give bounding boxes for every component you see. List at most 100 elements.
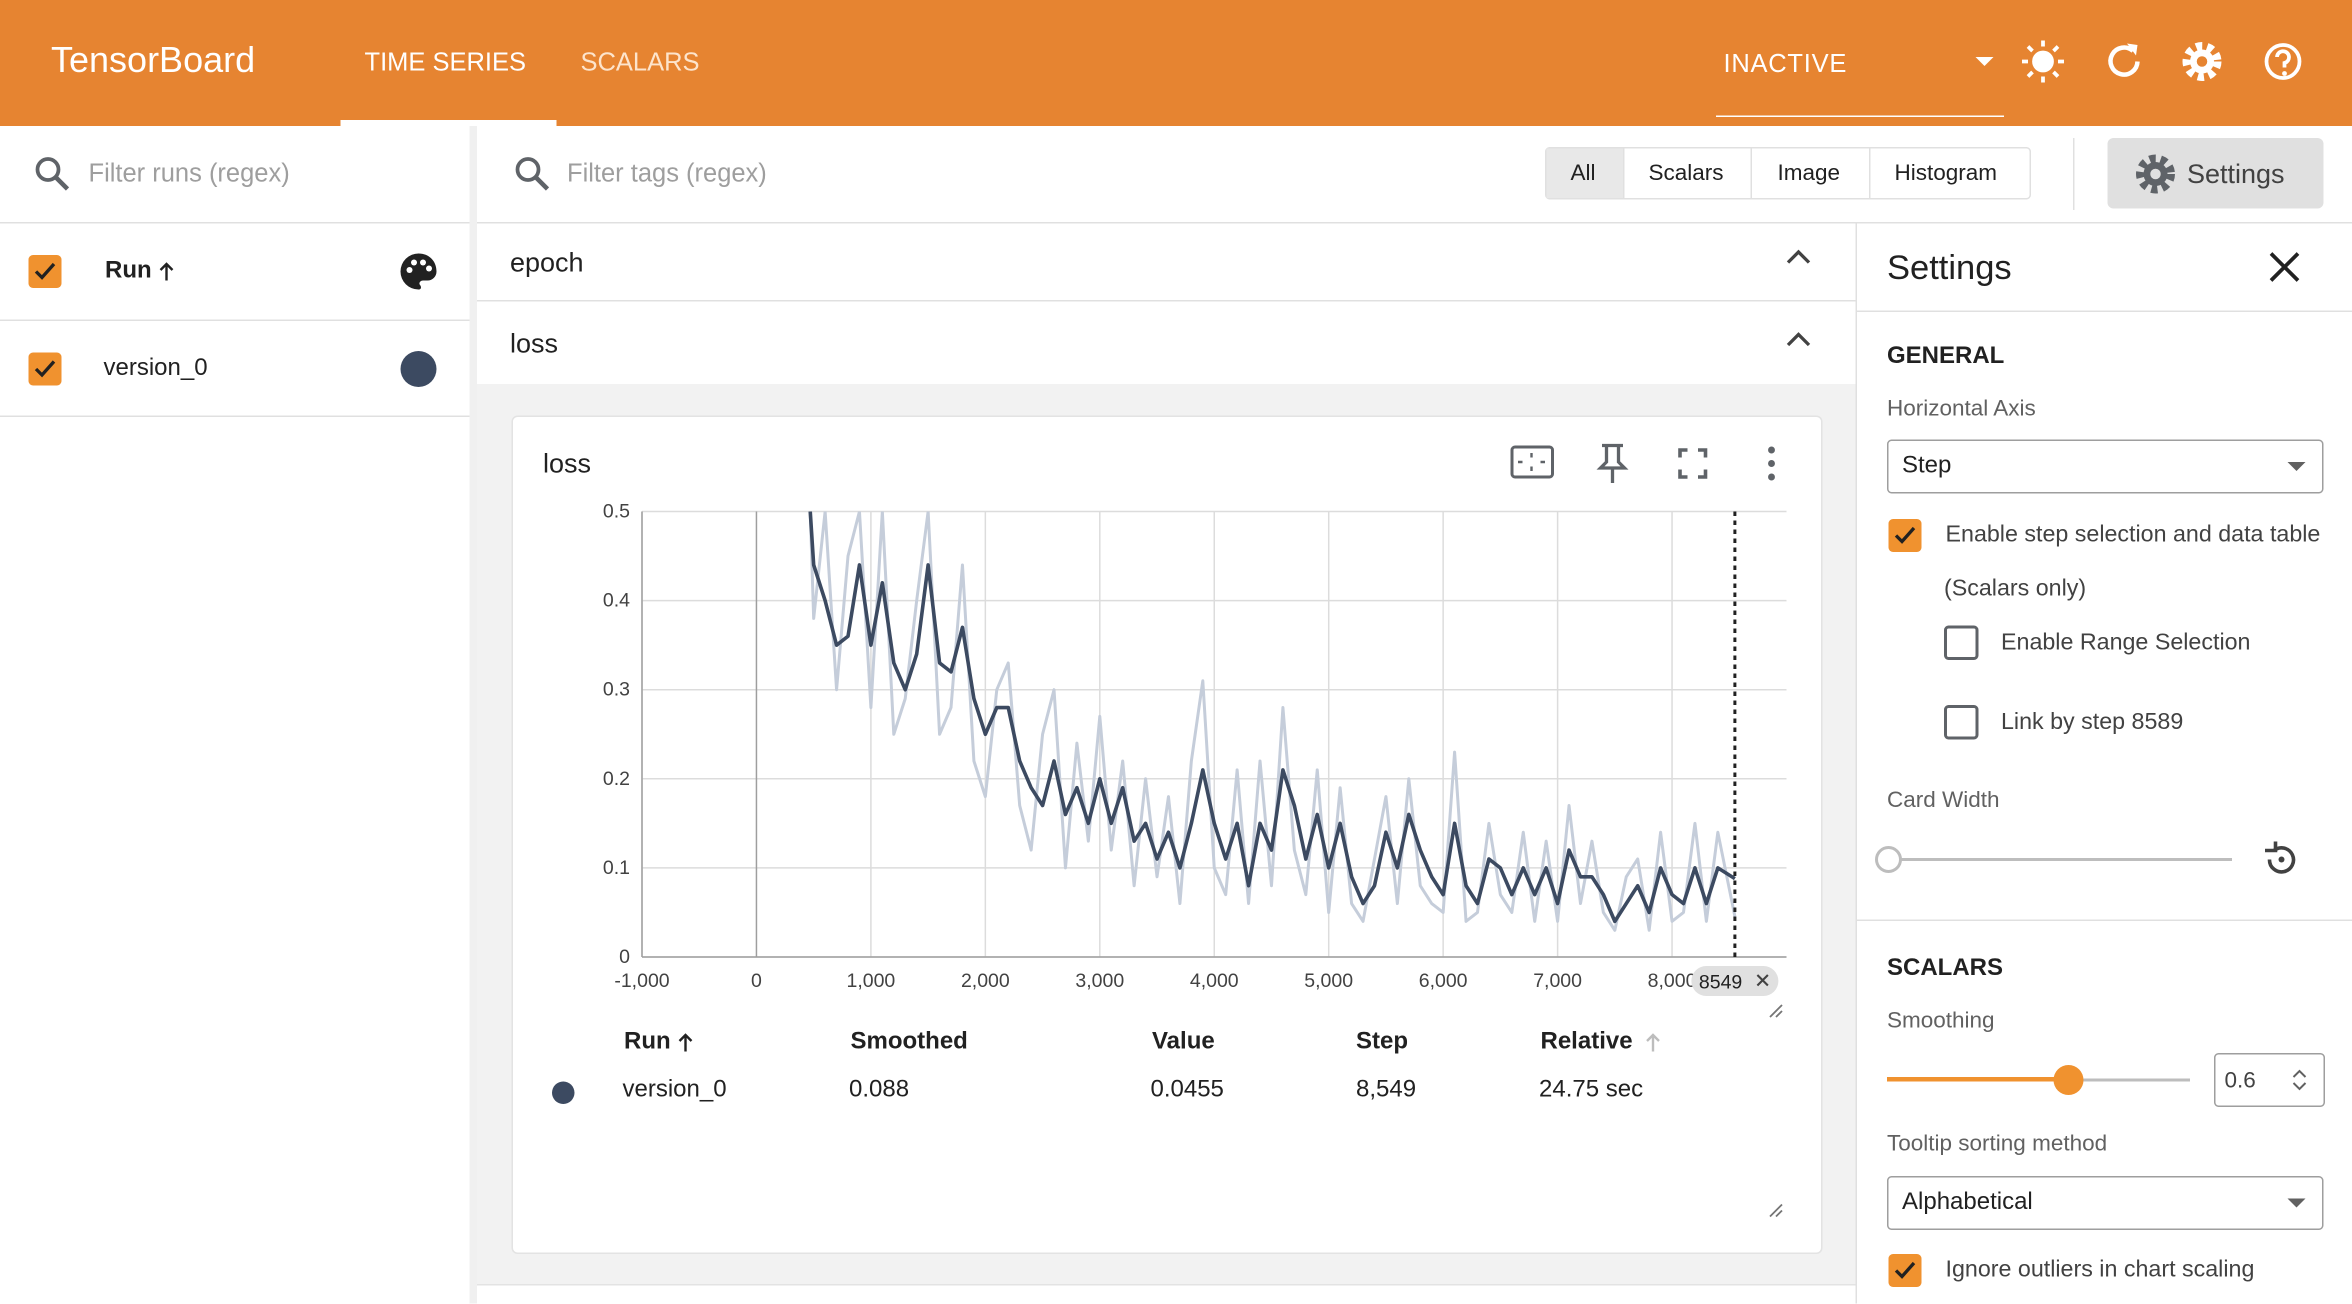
axis-select[interactable] <box>1887 439 2324 494</box>
divider <box>0 319 470 321</box>
slider-fill <box>1887 1077 2069 1082</box>
y-tick-label: 0.2 <box>603 768 630 790</box>
checkbox[interactable] <box>28 255 62 288</box>
palette-icon[interactable] <box>398 251 440 293</box>
reset-icon[interactable] <box>2261 839 2303 881</box>
checkbox-label: Ignore outliers in chart scaling <box>1945 1257 2255 1283</box>
y-tick-label: 0 <box>619 946 630 968</box>
tab[interactable]: SCALARS <box>580 48 700 77</box>
table-cell: 0.088 <box>849 1077 910 1103</box>
checkbox[interactable] <box>28 352 62 386</box>
resize-handle[interactable] <box>1767 1202 1785 1220</box>
card-toolbar <box>1510 443 1775 484</box>
select-value: Alphabetical <box>1902 1189 2033 1216</box>
slider-knob[interactable] <box>1875 846 1902 873</box>
fit-icon[interactable] <box>1510 445 1554 479</box>
reload-icon[interactable] <box>2108 45 2140 77</box>
filter-tags[interactable]: Filter tags (regex) <box>567 159 767 188</box>
search-icon <box>515 157 550 191</box>
x-tick-label: 3,000 <box>1075 970 1124 992</box>
checkbox[interactable] <box>1888 519 1922 552</box>
group-name[interactable]: loss <box>510 328 559 359</box>
divider <box>477 300 1856 302</box>
next-card <box>477 1284 1856 1304</box>
plot-area <box>808 511 1737 932</box>
table-header[interactable]: Value <box>1152 1029 1215 1055</box>
menu-icon[interactable] <box>1768 446 1775 481</box>
divider <box>0 222 470 224</box>
field-label: Horizontal Axis <box>1887 396 2036 422</box>
app-title: TensorBoard <box>51 40 256 82</box>
runs-header[interactable]: Run <box>105 258 152 284</box>
filter-runs[interactable]: Filter runs (regex) <box>88 159 290 188</box>
checkbox-note: (Scalars only) <box>1944 576 2087 602</box>
theme-icon[interactable] <box>2022 40 2064 83</box>
select-arrow <box>2287 462 2306 471</box>
x-tick-label: 8,000 <box>1648 970 1697 992</box>
filter-button[interactable] <box>1546 148 1623 198</box>
divider <box>1857 919 2352 921</box>
x-tick-label: 4,000 <box>1190 970 1239 992</box>
filter-button[interactable]: Histogram <box>1894 160 1998 187</box>
close-icon[interactable] <box>2267 249 2303 285</box>
settings-icon[interactable] <box>2182 42 2222 81</box>
table-header[interactable]: Step <box>1356 1029 1409 1055</box>
divider <box>1857 310 2352 312</box>
table-header[interactable]: Smoothed <box>850 1029 968 1055</box>
x-tick-label: 6,000 <box>1419 970 1468 992</box>
table-header[interactable]: Run <box>624 1029 671 1055</box>
section-title: GENERAL <box>1887 343 2005 370</box>
slider-knob[interactable] <box>2053 1065 2084 1095</box>
x-tick-label: 0 <box>751 970 762 992</box>
run-name[interactable]: version_0 <box>103 355 208 382</box>
sort-arrow <box>1646 1033 1660 1052</box>
pin-icon[interactable] <box>1596 443 1629 484</box>
x-tick-label: 1,000 <box>846 970 895 992</box>
y-tick-label: 0.1 <box>603 857 630 879</box>
tab[interactable]: TIME SERIES <box>364 48 527 77</box>
filter-button[interactable]: All <box>1570 160 1596 187</box>
y-tick-label: 0.5 <box>603 501 630 523</box>
collapse-icon[interactable] <box>1784 246 1814 267</box>
smoothing-input[interactable] <box>2214 1053 2325 1107</box>
resize-handle[interactable] <box>1767 1002 1785 1020</box>
help-icon[interactable] <box>2264 43 2302 80</box>
table-cell: version_0 <box>622 1077 727 1103</box>
field-label: Tooltip sorting method <box>1887 1131 2108 1157</box>
group-name[interactable]: epoch <box>510 247 584 278</box>
settings-title: Settings <box>1887 247 2012 287</box>
slider-track[interactable] <box>1887 858 2232 861</box>
divider <box>477 222 2352 224</box>
filter-button[interactable]: Image <box>1777 160 1841 187</box>
table-cell: 0.0455 <box>1150 1077 1224 1103</box>
dropdown-arrow[interactable] <box>1975 57 1994 66</box>
divider <box>1750 148 1752 198</box>
select-value: Step <box>1902 453 1952 479</box>
search-icon <box>35 157 70 191</box>
panel-divider <box>469 126 477 1304</box>
sorting-select[interactable] <box>1887 1176 2324 1230</box>
x-tick-label: -1,000 <box>614 970 669 992</box>
step-chip <box>1691 966 1779 996</box>
field-label: Smoothing <box>1887 1008 1995 1034</box>
tab-underline <box>340 120 557 126</box>
collapse-icon[interactable] <box>1784 329 1814 350</box>
table-cell: 8,549 <box>1356 1077 1417 1103</box>
sort-arrow <box>159 262 174 281</box>
status[interactable]: INACTIVE <box>1723 49 1848 79</box>
top-bar <box>0 0 2352 126</box>
checkbox[interactable] <box>1944 625 1979 660</box>
fullscreen-icon[interactable] <box>1678 448 1708 479</box>
divider <box>1623 148 1625 198</box>
filter-button[interactable]: Scalars <box>1648 160 1724 187</box>
y-tick-label: 0.4 <box>603 590 630 612</box>
spinner[interactable] <box>2292 1068 2307 1092</box>
table-header[interactable]: Relative <box>1540 1029 1633 1055</box>
checkbox[interactable] <box>1944 705 1979 740</box>
settings-icon <box>2136 154 2175 194</box>
checkbox[interactable] <box>1888 1254 1922 1287</box>
step-close[interactable] <box>1756 974 1769 987</box>
smoothing-value: 0.6 <box>2224 1068 2256 1094</box>
run-color[interactable] <box>400 351 437 387</box>
section-title: SCALARS <box>1887 955 2004 982</box>
